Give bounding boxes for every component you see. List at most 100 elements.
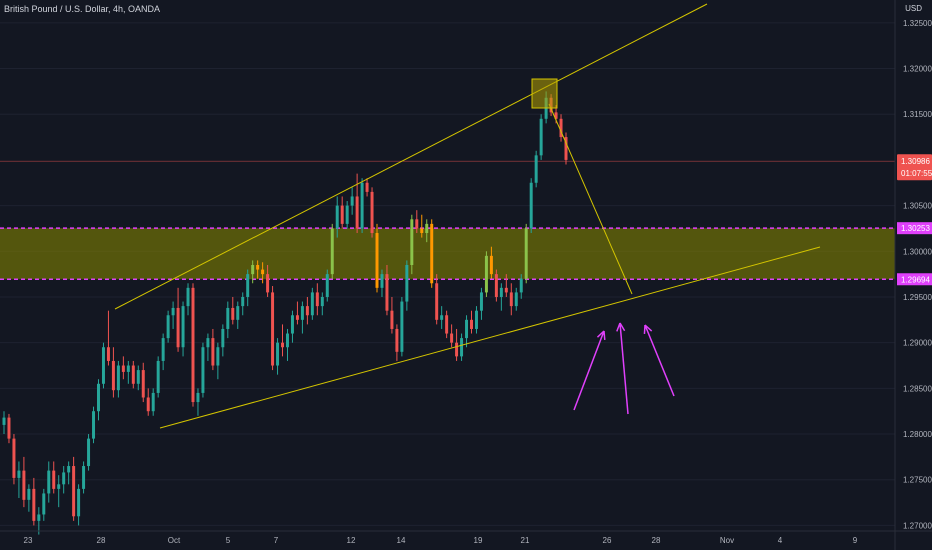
candle-body xyxy=(106,347,110,361)
x-tick-label: 26 xyxy=(603,536,612,545)
candle-body xyxy=(484,255,488,293)
candle-body xyxy=(320,296,324,307)
candle-body xyxy=(161,338,165,361)
candle-body xyxy=(82,466,86,489)
candle-body xyxy=(390,310,394,329)
candle-body xyxy=(206,338,210,348)
candle-body xyxy=(57,484,61,489)
candle-body xyxy=(141,370,145,398)
candle-body xyxy=(539,118,543,156)
candle-body xyxy=(47,470,51,494)
candle-body xyxy=(330,228,334,275)
candle-body xyxy=(559,118,563,138)
candle-body xyxy=(400,301,404,352)
arrow-head xyxy=(596,330,605,338)
candle-body xyxy=(489,255,493,275)
price-axis[interactable]: 1.32500 1.32000 1.31500 1.30500 1.30000 1.295… xyxy=(894,0,932,550)
candle-body xyxy=(300,306,304,320)
candle-body xyxy=(355,196,359,229)
candle-body xyxy=(77,488,81,517)
candle-body xyxy=(97,383,100,412)
x-tick-label: 21 xyxy=(521,536,530,545)
x-tick-label: Oct xyxy=(168,536,181,545)
candle-body xyxy=(460,338,464,357)
x-tick-label: 12 xyxy=(347,536,356,545)
candle-body xyxy=(246,274,250,297)
candle-body xyxy=(564,137,568,160)
y-tick-label: 1.32000 xyxy=(903,65,932,74)
y-tick-label: 1.29500 xyxy=(903,293,932,302)
candle-body xyxy=(216,347,220,366)
arrow-head xyxy=(603,330,606,341)
candle-body xyxy=(375,233,379,288)
candle-body xyxy=(430,223,434,284)
arrow-head xyxy=(644,324,653,332)
y-tick-label: 1.30000 xyxy=(903,247,932,256)
drawing-annotations xyxy=(114,3,821,429)
countdown-value: 01:07:55 xyxy=(901,169,932,178)
candle-body xyxy=(365,182,369,192)
arrow-head xyxy=(643,324,646,335)
candle-body xyxy=(281,342,285,348)
candle-body xyxy=(146,397,150,412)
up-arrow-icon xyxy=(573,330,605,411)
candle-body xyxy=(42,493,46,515)
candle-body xyxy=(345,205,349,224)
candle-body xyxy=(171,307,175,316)
zone-price-badge xyxy=(897,222,932,235)
candle-body xyxy=(395,328,399,352)
candle-body xyxy=(126,365,130,372)
candle-body xyxy=(221,328,225,348)
candle-body xyxy=(176,307,180,348)
chart-title: British Pound / U.S. Dollar, 4h, OANDA xyxy=(4,4,161,14)
candle-body xyxy=(226,307,230,329)
candle-body xyxy=(151,392,155,412)
candle-body xyxy=(201,347,205,393)
candle-body xyxy=(271,292,275,366)
up-arrow-icon xyxy=(644,324,675,397)
candle-body xyxy=(410,219,414,265)
candle-body xyxy=(370,191,374,234)
candle-body xyxy=(111,360,115,391)
x-tick-label: 9 xyxy=(853,536,858,545)
up-arrow-icon xyxy=(619,322,629,415)
candle-body xyxy=(509,292,513,307)
y-tick-label: 1.28000 xyxy=(903,430,932,439)
candle-body xyxy=(92,411,96,439)
x-tick-label: Nov xyxy=(720,536,734,545)
y-tick-label: 1.28500 xyxy=(903,384,932,393)
candle-body xyxy=(325,274,329,297)
lower-channel-line xyxy=(159,246,821,429)
candle-body xyxy=(241,296,245,307)
candle-body xyxy=(360,182,364,229)
x-tick-label: 23 xyxy=(24,536,33,545)
candle-body xyxy=(415,219,419,229)
x-tick-label: 28 xyxy=(652,536,661,545)
y-tick-label: 1.27500 xyxy=(903,476,932,485)
candle-body xyxy=(131,365,135,384)
candle-body xyxy=(116,365,120,391)
time-axis[interactable]: 23 28 Oct 5 7 12 14 19 21 26 28 Nov 4 9 xyxy=(0,530,932,545)
candle-body xyxy=(27,488,31,500)
candle-body xyxy=(380,274,384,288)
candle-body xyxy=(504,287,508,293)
candle-body xyxy=(340,205,344,224)
candle-body xyxy=(305,306,309,316)
candle-body xyxy=(440,315,444,320)
candle-body xyxy=(32,488,36,521)
candle-body xyxy=(534,155,538,183)
candle-body xyxy=(236,306,240,320)
currency-label: USD xyxy=(905,4,922,13)
projection-line xyxy=(548,103,633,295)
candle-body xyxy=(295,315,299,320)
candle-body xyxy=(37,514,41,521)
candle-body xyxy=(191,287,195,403)
candle-body xyxy=(470,319,473,329)
zone-price-badge xyxy=(897,273,932,286)
x-tick-label: 4 xyxy=(778,536,783,545)
candle-body xyxy=(310,292,314,316)
candle-body xyxy=(445,315,449,334)
candle-body xyxy=(519,278,523,293)
x-tick-label: 28 xyxy=(97,536,106,545)
